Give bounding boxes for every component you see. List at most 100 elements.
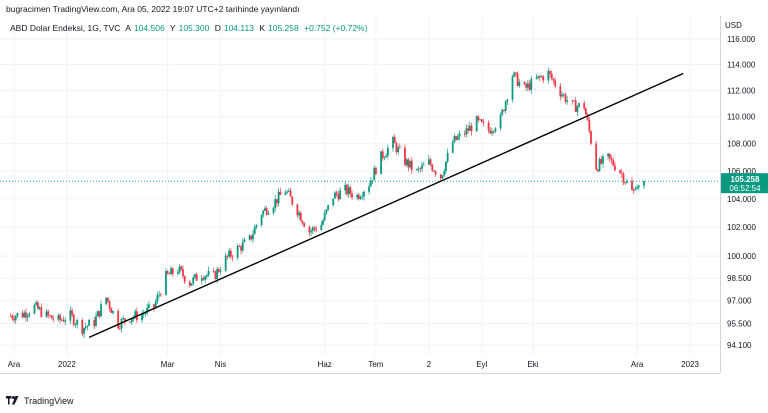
candle-body xyxy=(86,325,89,327)
candle-body xyxy=(480,119,483,122)
x-tick-label: Eki xyxy=(527,360,538,369)
candle-body xyxy=(122,318,125,320)
candle-body xyxy=(310,230,312,233)
candle-body xyxy=(190,283,193,286)
candle-body xyxy=(71,310,73,315)
candle-body xyxy=(537,76,540,78)
candle-body xyxy=(427,159,430,165)
candle-body xyxy=(610,158,613,160)
candle-body xyxy=(598,159,601,172)
open-value: 104.506 xyxy=(133,23,165,33)
candle-body xyxy=(252,234,254,240)
candle-body xyxy=(188,281,191,286)
candle-body xyxy=(217,269,220,272)
candle-body xyxy=(477,116,480,120)
change-value: +0.752 (+0.72%) xyxy=(304,23,368,33)
candle-body xyxy=(207,270,210,276)
candle-body xyxy=(243,239,246,243)
candle-body xyxy=(433,170,435,172)
candle-body xyxy=(178,266,181,273)
candle-body xyxy=(96,311,99,317)
brand-name: TradingView xyxy=(24,396,74,406)
candle-body xyxy=(81,320,84,334)
x-tick-label: Ara xyxy=(631,360,644,369)
y-tick-label: 100.000 xyxy=(727,252,756,261)
high-label: Y xyxy=(169,23,176,33)
candle-body xyxy=(95,316,97,326)
candle-body xyxy=(277,191,280,204)
candle-body xyxy=(347,187,350,195)
candle-body xyxy=(180,266,183,270)
candle-body xyxy=(516,73,519,86)
candle-body xyxy=(636,187,639,189)
candle-body xyxy=(632,190,635,191)
candle-body xyxy=(21,313,24,318)
candle-body xyxy=(52,318,55,320)
candle-body xyxy=(112,310,114,313)
open-label: A xyxy=(125,23,131,33)
candle-body xyxy=(158,294,161,296)
candle-body xyxy=(183,276,186,282)
candle-body xyxy=(248,235,251,240)
candle-body xyxy=(147,304,150,308)
candle-body xyxy=(144,313,147,314)
chart-area[interactable]: Ara 2022 Mar Nis Haz Tem 2 Eyl Eki Ara 2023 xyxy=(0,16,720,374)
candle-body xyxy=(206,275,208,277)
candle-body xyxy=(359,197,362,199)
chart-canvas[interactable]: Ara 2022 Mar Nis Haz Tem 2 Eyl Eki Ara 2023 xyxy=(0,16,720,373)
candle-body xyxy=(381,151,384,159)
candle-body xyxy=(62,319,65,322)
candle-body xyxy=(98,311,101,317)
candle-body xyxy=(562,94,565,96)
candle-body xyxy=(393,136,396,143)
candle-body xyxy=(528,83,531,90)
candle-body xyxy=(467,128,470,131)
candle-body xyxy=(578,103,580,107)
candle-body xyxy=(88,319,91,326)
candle-body xyxy=(504,101,507,111)
candle-body xyxy=(299,212,302,221)
candle-body xyxy=(549,71,551,74)
candle-body xyxy=(371,180,374,181)
price-scale[interactable]: USD 116.000 114.000 112.000 110.000 108.000 1… xyxy=(720,16,768,373)
x-tick-label: 2 xyxy=(427,360,432,369)
price-scale-canvas[interactable]: USD 116.000 114.000 112.000 110.000 108.000 1… xyxy=(721,16,768,373)
candle-body xyxy=(574,100,577,112)
candle-body xyxy=(607,153,610,157)
candle-body xyxy=(260,215,263,225)
candle-body xyxy=(291,196,294,205)
candle-body xyxy=(84,326,87,328)
candle-body xyxy=(224,255,227,271)
candle-body xyxy=(397,147,400,152)
candle-body xyxy=(363,191,365,197)
candle-body xyxy=(637,185,640,188)
candle-body xyxy=(368,186,370,192)
candle-body xyxy=(588,120,591,132)
candle-body xyxy=(228,250,231,257)
y-tick-label: 94.100 xyxy=(727,341,752,350)
candle-body xyxy=(154,301,157,308)
candle-body xyxy=(492,131,495,133)
candle-body xyxy=(48,315,51,317)
candle-body xyxy=(320,224,323,231)
candle-body xyxy=(124,318,126,322)
candle-body xyxy=(110,308,113,313)
high-value: 105.300 xyxy=(178,23,210,33)
candle-body xyxy=(361,196,364,198)
symbol-name: ABD Dolar Endeksi, 1G, TVC xyxy=(10,23,121,33)
candle-body xyxy=(458,133,461,137)
candle-body xyxy=(255,224,258,228)
candle-body xyxy=(421,165,423,169)
candle-body xyxy=(296,204,299,216)
candle-body xyxy=(64,320,67,322)
candle-body xyxy=(212,270,215,272)
candle-body xyxy=(238,245,241,247)
footer: TradingView xyxy=(6,396,74,406)
candle-body xyxy=(576,106,579,112)
candle-body xyxy=(511,76,514,100)
trend-line[interactable] xyxy=(88,72,684,338)
candle-body xyxy=(634,188,637,191)
candle-body xyxy=(590,131,592,144)
candle-body xyxy=(525,84,528,88)
candle-body xyxy=(451,142,454,153)
